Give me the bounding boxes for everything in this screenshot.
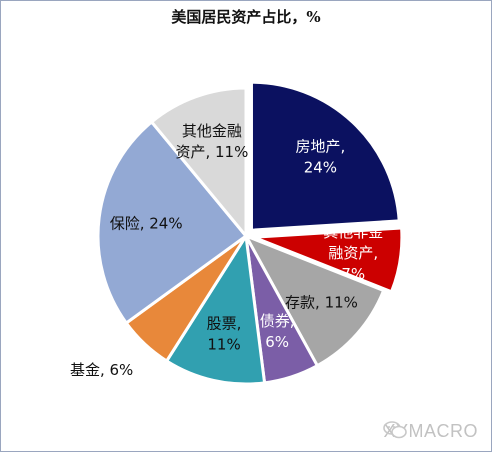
pie-slice-1: [252, 226, 404, 294]
slice-label-7: 其他金融资产, 11%: [175, 122, 248, 161]
watermark: XYMACRO: [383, 421, 478, 442]
pie-slice-6: [96, 120, 248, 325]
pie-slice-4: [165, 234, 267, 386]
slice-label-0: 房地产, 24%: [295, 137, 345, 176]
slice-label-2: 存款, 11%: [285, 294, 358, 312]
pie-slice-7: [150, 86, 248, 238]
slice-label-3: 债券, 6%: [260, 312, 295, 351]
slice-label-5: 基金, 6%: [70, 361, 133, 379]
wechat-icon: [383, 421, 408, 439]
slice-label-4: 股票, 11%: [207, 315, 242, 354]
pie-slice-0: [249, 80, 401, 232]
chart-title: 美国居民资产占比，%: [171, 8, 321, 26]
watermark-text: XYMACRO: [383, 421, 478, 441]
pie-slice-2: [244, 234, 386, 368]
slice-label-1: 其他非金融资产, 7%: [323, 223, 383, 283]
slice-label-6: 保险, 24%: [110, 214, 183, 232]
